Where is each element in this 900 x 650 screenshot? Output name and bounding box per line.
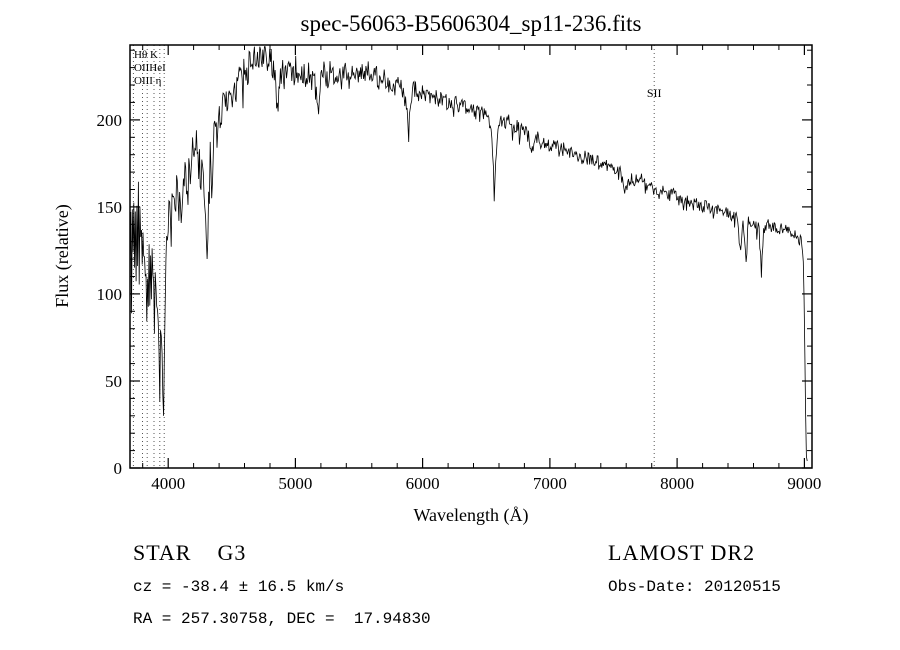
y-tick-label: 100 [97,285,123,304]
x-tick-label: 7000 [533,474,567,493]
ra-dec-value: RA = 257.30758, DEC = 17.94830 [133,610,431,628]
x-tick-label: 9000 [787,474,821,493]
survey-label: LAMOST DR2 [608,540,756,565]
y-tick-label: 200 [97,111,123,130]
spectral-marker-lines [132,45,655,468]
x-tick-label: 4000 [151,474,185,493]
x-tick-label: 8000 [660,474,694,493]
x-tick-label: 6000 [406,474,440,493]
y-tick-label: 150 [97,198,123,217]
y-tick-label: 0 [114,459,123,478]
left-line-label: OIII η [134,75,162,87]
object-class-label: STAR G3 [133,540,247,565]
spectrum-line [129,46,808,462]
left-line-label: OIIHeI [134,62,166,74]
x-axis-label: Wavelength (Å) [413,505,528,526]
obs-date: Obs-Date: 20120515 [608,578,781,596]
axes-and-ticks: 4000 5000 6000 7000 8000 9000 0 50 100 150 200 [97,44,821,493]
y-axis-label: Flux (relative) [52,204,73,307]
plot-frame [129,44,813,469]
plot-title: spec-56063-B5606304_sp11-236.fits [301,11,642,36]
y-tick-label: 50 [105,372,122,391]
spectrum-trace [129,46,808,462]
left-line-label: Hθ K [134,49,158,61]
sii-line-label: SII [647,86,662,100]
cz-value: cz = -38.4 ± 16.5 km/s [133,578,345,596]
x-tick-label: 5000 [278,474,312,493]
